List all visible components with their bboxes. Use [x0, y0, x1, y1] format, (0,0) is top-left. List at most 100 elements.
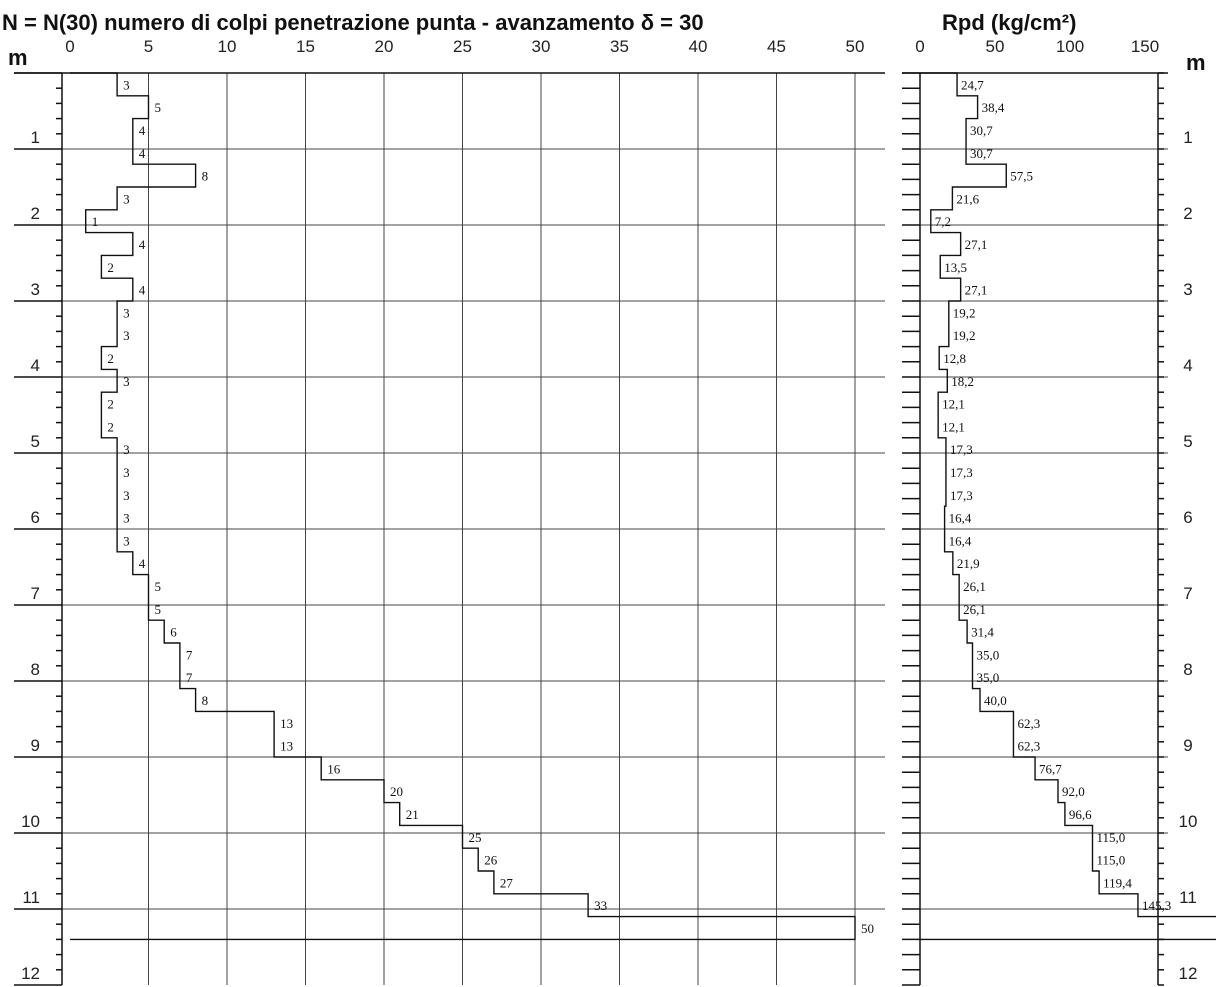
n30-x-tick-label: 0 [65, 37, 74, 56]
n30-y-tick-label: 2 [31, 204, 40, 223]
n30-data-label: 4 [139, 237, 146, 252]
n30-y-tick-label: 8 [31, 660, 40, 679]
rpd-data-label: 35,0 [977, 647, 1000, 662]
rpd-data-label: 27,1 [965, 237, 988, 252]
rpd-data-label: 26,1 [963, 602, 986, 617]
n30-x-tick-label: 30 [532, 37, 551, 56]
rpd-data-label: 26,1 [963, 579, 986, 594]
n30-x-tick-label: 10 [218, 37, 237, 56]
rpd-data-label: 62,3 [1017, 716, 1040, 731]
rpd-y-tick-label: 10 [1179, 812, 1198, 831]
n30-y-tick-label: 4 [31, 356, 40, 375]
n30-y-tick-label: 9 [31, 736, 40, 755]
n30-data-label: 50 [861, 921, 874, 936]
rpd-y-tick-label: 7 [1183, 584, 1192, 603]
n30-data-label: 6 [170, 625, 177, 640]
rpd-data-label: 115,0 [1097, 830, 1126, 845]
rpd-data-label: 12,1 [942, 419, 965, 434]
rpd-data-label: 57,5 [1010, 169, 1033, 184]
n30-x-tick-label: 40 [689, 37, 708, 56]
rpd-data-label: 38,4 [982, 100, 1005, 115]
rpd-x-tick-label: 100 [1056, 37, 1084, 56]
n30-y-tick-label: 3 [31, 280, 40, 299]
rpd-data-label: 17,3 [950, 442, 973, 457]
rpd-y-tick-label: 5 [1183, 432, 1192, 451]
n30-data-label: 3 [123, 511, 130, 526]
n30-data-label: 1 [92, 214, 99, 229]
n30-y-tick-label: 7 [31, 584, 40, 603]
n30-chart-title: N = N(30) numero di colpi penetrazione p… [2, 10, 704, 35]
rpd-data-label: 17,3 [950, 465, 973, 480]
n30-data-label: 2 [107, 260, 114, 275]
rpd-data-label: 16,4 [949, 511, 972, 526]
n30-data-label: 8 [202, 693, 209, 708]
n30-blow-count-chart: 0 5 10 15 20 25 30 35 40 45 5012345678910111235448… [14, 37, 885, 986]
rpd-data-label: 24,7 [961, 77, 984, 92]
n30-data-label: 7 [186, 670, 193, 685]
rpd-data-label: 35,0 [977, 670, 1000, 685]
rpd-y-tick-label: 9 [1183, 736, 1192, 755]
rpd-data-label: 21,6 [956, 191, 979, 206]
n30-depth-unit: m [8, 45, 28, 70]
rpd-x-tick-label: 150 [1131, 37, 1159, 56]
n30-x-tick-label: 35 [610, 37, 629, 56]
n30-data-label: 13 [280, 739, 293, 754]
n30-data-label: 4 [139, 283, 146, 298]
rpd-data-label: 18,2 [951, 374, 974, 389]
rpd-data-label: 92,0 [1062, 784, 1085, 799]
n30-y-tick-label: 6 [31, 508, 40, 527]
n30-data-label: 7 [186, 647, 193, 662]
rpd-data-label: 31,4 [971, 625, 994, 640]
rpd-data-label: 145,3 [1142, 898, 1171, 913]
n30-data-label: 27 [500, 875, 514, 890]
n30-data-label: 3 [123, 374, 130, 389]
rpd-chart-title: Rpd (kg/cm²) [942, 10, 1076, 35]
rpd-data-label: 119,4 [1103, 875, 1132, 890]
rpd-x-tick-label: 50 [986, 37, 1005, 56]
n30-data-label: 25 [469, 830, 482, 845]
n30-data-label: 16 [327, 761, 341, 776]
n30-data-label: 3 [123, 305, 130, 320]
rpd-resistance-chart: 0 50 100 15012345678910111224,738,430,730,7… [902, 37, 1216, 986]
n30-data-label: 3 [123, 442, 130, 457]
rpd-y-tick-label: 6 [1183, 508, 1192, 527]
n30-data-label: 4 [139, 123, 146, 138]
n30-data-label: 3 [123, 533, 130, 548]
n30-x-tick-label: 25 [453, 37, 472, 56]
rpd-data-label: 12,1 [942, 397, 965, 412]
n30-y-tick-label: 11 [22, 888, 40, 907]
n30-data-label: 2 [107, 397, 114, 412]
n30-data-label: 8 [202, 169, 209, 184]
rpd-y-tick-label: 12 [1179, 964, 1198, 983]
n30-y-tick-label: 5 [31, 432, 40, 451]
rpd-y-tick-label: 1 [1183, 128, 1192, 147]
rpd-y-tick-label: 3 [1183, 280, 1192, 299]
n30-y-tick-label: 12 [21, 964, 40, 983]
n30-data-label: 4 [139, 556, 146, 571]
n30-data-label: 3 [123, 488, 130, 503]
rpd-data-label: 12,8 [943, 351, 966, 366]
rpd-data-label: 7,2 [935, 214, 951, 229]
rpd-y-tick-label: 2 [1183, 204, 1192, 223]
rpd-data-label: 62,3 [1017, 739, 1040, 754]
rpd-data-label: 40,0 [984, 693, 1007, 708]
rpd-y-tick-label: 11 [1179, 888, 1197, 907]
n30-data-label: 5 [155, 100, 162, 115]
rpd-data-label: 19,2 [953, 305, 976, 320]
n30-data-label: 33 [594, 898, 607, 913]
n30-x-tick-label: 5 [144, 37, 153, 56]
n30-step-line [70, 72, 856, 941]
n30-x-tick-label: 15 [296, 37, 315, 56]
rpd-data-label: 19,2 [953, 328, 976, 343]
rpd-data-label: 30,7 [970, 123, 993, 138]
rpd-depth-unit: m [1186, 50, 1206, 75]
n30-data-label: 2 [107, 419, 114, 434]
rpd-data-label: 16,4 [949, 533, 972, 548]
n30-data-label: 3 [123, 77, 130, 92]
n30-x-tick-label: 45 [767, 37, 786, 56]
n30-data-label: 20 [390, 784, 403, 799]
rpd-data-label: 21,9 [957, 556, 980, 571]
n30-data-label: 21 [406, 807, 419, 822]
rpd-x-tick-label: 0 [915, 37, 924, 56]
